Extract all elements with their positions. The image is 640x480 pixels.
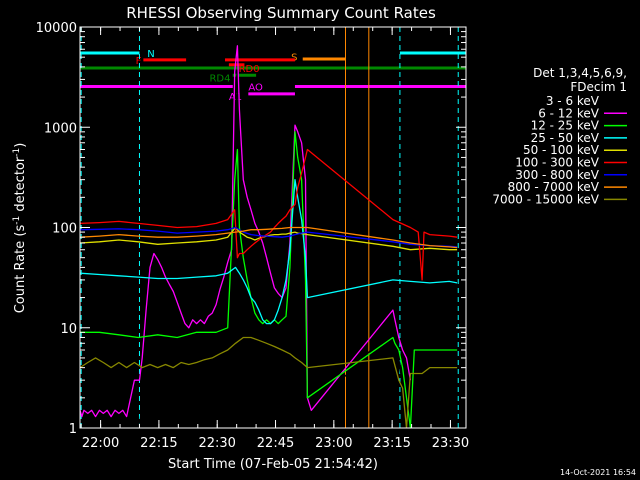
x-tick-label-1: 22:15: [140, 436, 177, 451]
flag-label-a1: A1: [229, 92, 242, 103]
x-tick-label-5: 23:15: [373, 436, 410, 451]
legend-label-0: 3 - 6 keV: [546, 94, 600, 108]
x-tick-label-2: 22:30: [198, 436, 235, 451]
legend-label-7: 800 - 7000 keV: [508, 180, 600, 194]
vlines-layer: [80, 27, 459, 428]
x-tick-label-6: 23:30: [432, 436, 469, 451]
legend-label-1: 6 - 12 keV: [538, 106, 600, 120]
x-tick-label-0: 22:00: [82, 436, 119, 451]
legend-label-3: 25 - 50 keV: [531, 131, 600, 145]
y-tick-label-4: 10000: [36, 21, 77, 36]
legend-header-detectors: Det 1,3,4,5,6,9,: [533, 66, 627, 80]
series-layer: [80, 45, 458, 428]
legend-label-4: 50 - 100 keV: [523, 143, 600, 157]
y-tick-label-0: 1: [69, 422, 77, 437]
x-tick-label-4: 23:00: [315, 436, 352, 451]
y-tick-label-1: 10: [60, 322, 77, 337]
series-line-300-800-kev: [80, 226, 458, 248]
flag-label-n: N: [147, 49, 154, 60]
flag-label-rd0: RD0: [239, 64, 260, 75]
legend-label-8: 7000 - 15000 keV: [492, 192, 599, 206]
flag-label-ao: AO: [248, 82, 263, 93]
legend-label-6: 300 - 800 keV: [515, 168, 599, 182]
series-line-100-300-kev: [80, 148, 458, 281]
chart-title: RHESSI Observing Summary Count Rates: [126, 4, 436, 22]
flag-label-s: S: [291, 52, 297, 63]
legend-label-2: 12 - 25 keV: [531, 119, 600, 133]
flag-label-rd4: RD4: [209, 73, 230, 84]
series-line-800-7000-kev: [80, 226, 458, 249]
y-tick-label-3: 1000: [44, 121, 77, 136]
x-tick-label-3: 22:45: [257, 436, 294, 451]
series-line-25-50-kev: [80, 179, 458, 325]
y-tick-label-2: 100: [52, 222, 77, 237]
flag-label-f: F: [136, 56, 142, 67]
y-axis-label: Count Rate (s-1 detector-1): [12, 143, 28, 314]
legend-label-5: 100 - 300 keV: [515, 156, 599, 170]
x-axis-label: Start Time (07-Feb-05 21:54:42): [168, 457, 378, 472]
flags-layer: N S F RD0 RD4 AO A1: [80, 49, 466, 103]
footer-date: 14-Oct-2021 16:54: [560, 468, 636, 477]
axis-ticks: 22:00 22:15 22:30 22:45 23:00 23:15 23:30 1 10 10…: [36, 21, 470, 451]
legend-header-decim: FDecim 1: [570, 80, 627, 94]
series-line-7000-15000-kev: [80, 336, 458, 428]
